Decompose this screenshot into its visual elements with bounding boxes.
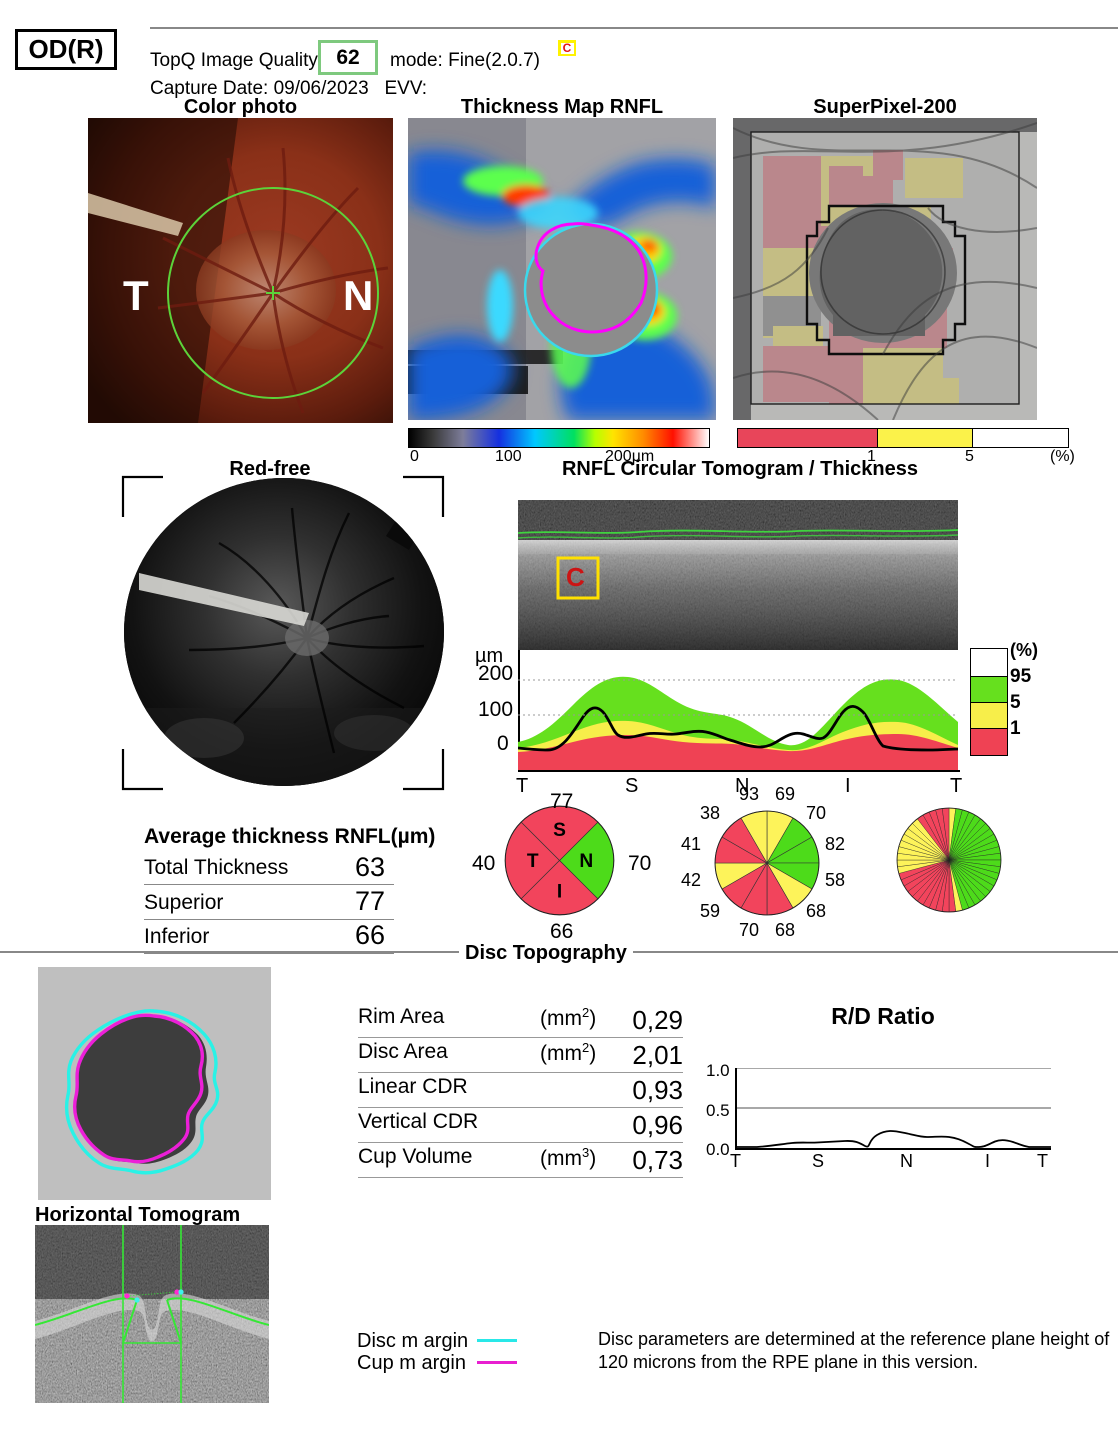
svg-text:S: S (553, 820, 566, 841)
svg-text:N: N (579, 851, 593, 872)
svg-text:N: N (343, 272, 373, 319)
svg-text:T: T (123, 272, 149, 319)
svg-text:C: C (566, 562, 585, 592)
svg-text:I: I (557, 882, 562, 903)
svg-text:T: T (527, 851, 539, 872)
